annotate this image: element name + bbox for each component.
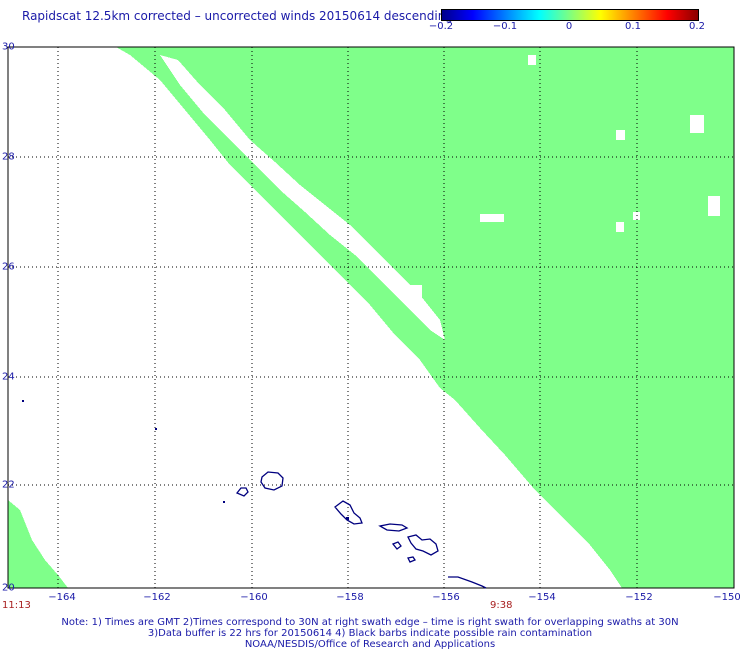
colorbar-tick-3: 0 — [565, 21, 573, 32]
map-frame — [7, 46, 735, 589]
lon-label-158: −158 — [336, 592, 364, 603]
swath-lower-left — [8, 500, 68, 588]
time-left: 11:13 — [2, 600, 31, 611]
lon-label-154: −154 — [528, 592, 556, 603]
note-line-2: 3)Data buffer is 22 hrs for 20150614 4) … — [147, 628, 593, 639]
island-maui — [407, 534, 439, 556]
island-niihau — [235, 487, 249, 497]
swath-gaps — [160, 55, 720, 340]
lon-label-150: −150 — [713, 592, 740, 603]
coast-dots — [22, 400, 349, 520]
lon-label-162: −162 — [143, 592, 171, 603]
island-kauai — [260, 471, 284, 491]
lon-label-156: −156 — [432, 592, 460, 603]
colorbar-tick-2: −0.1 — [492, 21, 518, 32]
colorbar-tick-5: 0.2 — [689, 21, 705, 32]
island-lanai — [391, 541, 402, 550]
swath-gap-4 — [480, 214, 504, 222]
swath-gap-2 — [616, 130, 625, 140]
lat-label-28: 28 — [2, 151, 15, 163]
island-hawaii — [448, 576, 487, 589]
swath-gap-5 — [616, 222, 624, 232]
island-kahoolawe — [407, 556, 416, 563]
lon-label-160: −160 — [240, 592, 268, 603]
swath-gap-1 — [528, 55, 536, 65]
lat-label-22: 22 — [2, 479, 15, 491]
map-title: Rapidscat 12.5km corrected – uncorrected… — [22, 9, 453, 23]
swath-gap-stripe — [160, 55, 445, 340]
note-line-3: NOAA/NESDIS/Office of Research and Appli… — [244, 639, 496, 650]
colorbar-tick-4: 0.1 — [625, 21, 641, 32]
lon-label-152: −152 — [625, 592, 653, 603]
lat-label-24: 24 — [2, 371, 15, 383]
note-line-1: Note: 1) Times are GMT 2)Times correspon… — [61, 617, 679, 628]
colorbar-tick-1: −0.2 — [428, 21, 454, 32]
colorbar — [441, 9, 699, 21]
lat-label-20: 20 — [2, 582, 15, 594]
swath-gap-7 — [708, 196, 720, 216]
lat-label-30: 30 — [2, 41, 15, 53]
island-oahu — [334, 500, 363, 525]
lon-label-164: −164 — [48, 592, 76, 603]
swath-gap-3 — [690, 115, 704, 133]
coastlines — [235, 471, 487, 589]
lat-label-26: 26 — [2, 261, 15, 273]
swath-coverage — [8, 47, 734, 588]
time-right: 9:38 — [490, 600, 513, 611]
swath-gap-8 — [400, 285, 422, 297]
island-molokai — [378, 523, 409, 532]
